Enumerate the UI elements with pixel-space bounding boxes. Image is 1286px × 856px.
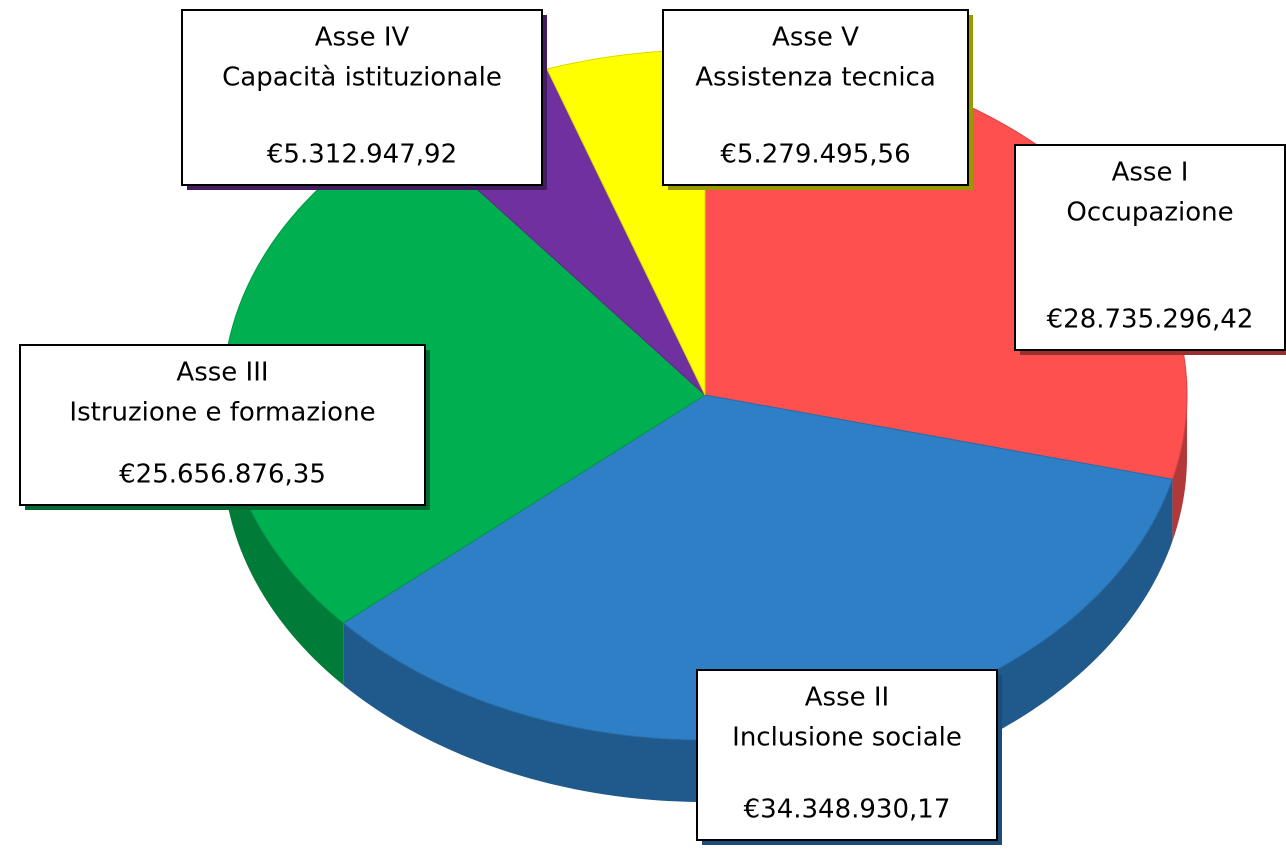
- label-name: Asse IV: [315, 23, 410, 53]
- label-description: Istruzione e formazione: [69, 398, 375, 428]
- label-box: [19, 344, 426, 506]
- slice-side: [1172, 395, 1187, 542]
- label-name: Asse V: [772, 23, 859, 53]
- data-label: Asse III Istruzione e formazione €25.656.8…: [19, 344, 430, 510]
- label-name: Asse III: [176, 358, 268, 388]
- slice-side: [223, 395, 344, 686]
- data-label: Asse I Occupazione €28.735.296,42: [1014, 144, 1286, 355]
- value-label: €34.348.930,17: [744, 795, 951, 825]
- label-description: Capacità istituzionale: [222, 63, 502, 93]
- value-label: €28.735.296,42: [1047, 305, 1254, 335]
- label-name: Asse II: [805, 683, 889, 713]
- data-label: Asse IV Capacità istituzionale €5.312.947,…: [181, 9, 547, 190]
- label-name: Asse I: [1112, 158, 1189, 188]
- data-label: Asse II Inclusione sociale €34.348.930,17: [696, 669, 1002, 845]
- value-label: €5.312.947,92: [267, 140, 457, 170]
- label-box: [1014, 144, 1286, 351]
- label-box: [181, 9, 543, 186]
- label-description: Occupazione: [1066, 198, 1233, 228]
- value-label: €25.656.876,35: [119, 460, 326, 490]
- label-description: Inclusione sociale: [732, 723, 962, 753]
- value-label: €5.279.495,56: [720, 140, 910, 170]
- label-box: [696, 669, 998, 841]
- data-label: Asse V Assistenza tecnica €5.279.495,56: [662, 9, 973, 190]
- label-box: [662, 9, 969, 186]
- label-description: Assistenza tecnica: [695, 63, 936, 93]
